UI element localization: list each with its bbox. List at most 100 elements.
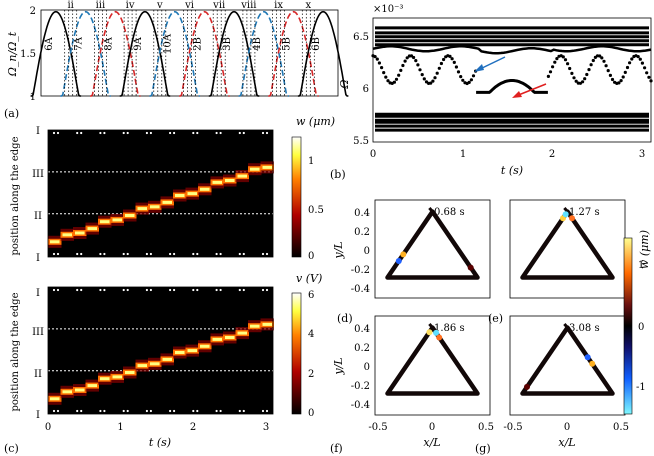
tri-xtick-0.5-f: 0.5 <box>478 422 494 433</box>
panel-a-region-vi: vi <box>184 0 194 11</box>
panel-f: 1.86 s (f) <box>330 315 491 455</box>
heatmap-top-edge-dot <box>261 131 265 135</box>
heatmap-bottom-edge-dot <box>126 288 129 292</box>
heatmap-bottom-edge-dot <box>261 409 265 413</box>
tri-e-edge <box>520 209 615 280</box>
triangle-cbar-tick-0: 0 <box>638 322 644 333</box>
heatmap-top-edge-dot <box>192 252 195 256</box>
heatmap-bottom-core <box>62 390 72 394</box>
panel-b-osc-point <box>439 61 443 66</box>
heatmap-top-edge-dot <box>169 131 172 135</box>
heatmap-top-core <box>137 207 147 211</box>
panel-b-osc-point <box>583 77 587 81</box>
heatmap-bottom-cbar-tick-0: 0 <box>308 408 314 419</box>
panel-b-osc-point <box>645 71 649 75</box>
panel-a-region-iv: iv <box>126 0 135 11</box>
panel-b: ×10⁻³ 6.5 6 5.5 Ω 0 1 2 3 t (s) (b) <box>330 4 653 181</box>
panel-b-osc-point <box>638 57 642 61</box>
panel-a-ylabel: Ω_n/Ω_t <box>6 31 19 77</box>
tri-ytick--0.4-top: -0.4 <box>351 284 370 295</box>
panel-g-time: 3.08 s <box>569 323 600 334</box>
heatmap-bottom-core <box>137 364 147 368</box>
panel-c-bottom: I III II I position along the edge 0 1 2… <box>4 272 322 455</box>
heatmap-top-cbar-tick-0: 0 <box>308 251 314 262</box>
panel-b-osc-point <box>581 80 585 84</box>
heatmap-bottom-ylabel: position along the edge <box>10 292 21 411</box>
heatmap-bottom-core <box>150 362 160 366</box>
heatmap-bottom-edge-dot <box>103 409 106 413</box>
heatmap-top-edge-dot <box>122 131 125 135</box>
panel-b-localized-mode <box>476 79 548 94</box>
tri-e-hotspot <box>562 211 569 218</box>
panel-b-osc-point <box>602 59 606 63</box>
heatmap-top-edge-dot <box>242 131 245 135</box>
heatmap-bottom-edge-dot <box>242 288 245 292</box>
panel-b-osc-point <box>420 73 424 77</box>
panel-a-mode-label-6B: 6B <box>311 37 322 51</box>
heatmap-bottom-edge-dot <box>219 409 222 413</box>
heatmap-top-ylabel: position along the edge <box>10 136 21 255</box>
heatmap-top-edge-dot <box>126 252 129 256</box>
heatmap-top-edge-dot <box>99 131 102 135</box>
panel-b-osc-point <box>403 59 407 63</box>
panel-g-label: (g) <box>475 442 491 455</box>
panel-b-osc-point <box>649 79 653 83</box>
panel-f-frame <box>374 315 491 416</box>
panel-b-wavy-band <box>372 45 652 55</box>
heatmap-bottom-core <box>262 322 272 326</box>
panel-b-xtick-0: 0 <box>370 149 376 160</box>
heatmap-bottom-colorbar <box>291 292 302 415</box>
heatmap-top-edge-dot <box>76 131 79 135</box>
panel-a-curves <box>30 10 349 97</box>
panel-a-region-labels: ii iii iv v vi vii viii ix x <box>67 0 311 11</box>
panel-b-osc-point <box>628 61 632 65</box>
heatmap-top-edge-dot <box>126 131 129 135</box>
tri-g-edge <box>520 325 615 396</box>
heatmap-top-edge-dot <box>145 131 148 135</box>
tri-d-apex <box>428 207 437 217</box>
heatmap-top-ytick-I-bottom: I <box>36 253 40 264</box>
panel-b-osc-point <box>548 70 553 74</box>
tri-ytick-0.4-bottom: 0.4 <box>354 324 370 335</box>
panel-b-osc-point <box>563 58 568 62</box>
panel-b-osc-point <box>553 60 557 64</box>
panel-a-mode-label-2B: 2B <box>192 37 203 51</box>
panel-a-label: (a) <box>4 107 19 120</box>
panel-b-osc-point <box>566 62 570 66</box>
tri-ytick-0.2-bottom: 0.2 <box>354 343 370 354</box>
heatmap-top-core <box>87 227 97 231</box>
panel-b-osc-point <box>636 55 640 59</box>
heatmap-top-cbar-label: w (μm) <box>296 115 335 128</box>
heatmap-bottom-core <box>125 371 135 374</box>
heatmap-bottom-edge-dot <box>215 409 218 413</box>
heatmap-bottom-ytick-II: II <box>34 369 42 380</box>
heatmap-bottom-edge-dot <box>76 288 79 292</box>
panel-b-osc-point <box>640 61 645 65</box>
heatmap-top-core <box>62 233 72 237</box>
heatmap-bottom-edge-dot <box>169 288 172 292</box>
tri-xlabel-g: x/L <box>558 436 575 449</box>
heatmap-bottom-edge-dot <box>196 409 199 413</box>
panel-a-region-x: x <box>305 0 311 11</box>
heatmap-bottom-edge-dot <box>173 409 176 413</box>
panel-a-curve-9A <box>119 10 171 97</box>
panel-b-osc-point <box>382 71 386 75</box>
heatmap-bottom-edge-dot <box>238 288 241 292</box>
heatmap-bottom-core <box>100 377 110 381</box>
heatmap-top-edge-dot <box>169 252 172 256</box>
tri-ytick-0-top: 0 <box>364 246 370 257</box>
panel-b-osc-point <box>405 56 409 60</box>
tri-g-hotspot <box>584 354 591 361</box>
panel-b-osc-point <box>589 63 593 67</box>
panel-b-osc-point <box>471 74 476 78</box>
heatmap-bottom-core <box>225 336 235 339</box>
panel-a-region-iii: iii <box>96 0 106 11</box>
heatmap-top-colorbar <box>291 136 302 258</box>
heatmap-bottom-edge-dot <box>265 288 269 292</box>
panel-a-curve-8A <box>90 10 141 97</box>
panel-b-osc-point <box>414 59 418 63</box>
heatmap-top-edge-dot <box>261 252 265 256</box>
heatmap-top-edge-dot <box>80 131 83 135</box>
tri-xlabel-f: x/L <box>423 436 440 449</box>
